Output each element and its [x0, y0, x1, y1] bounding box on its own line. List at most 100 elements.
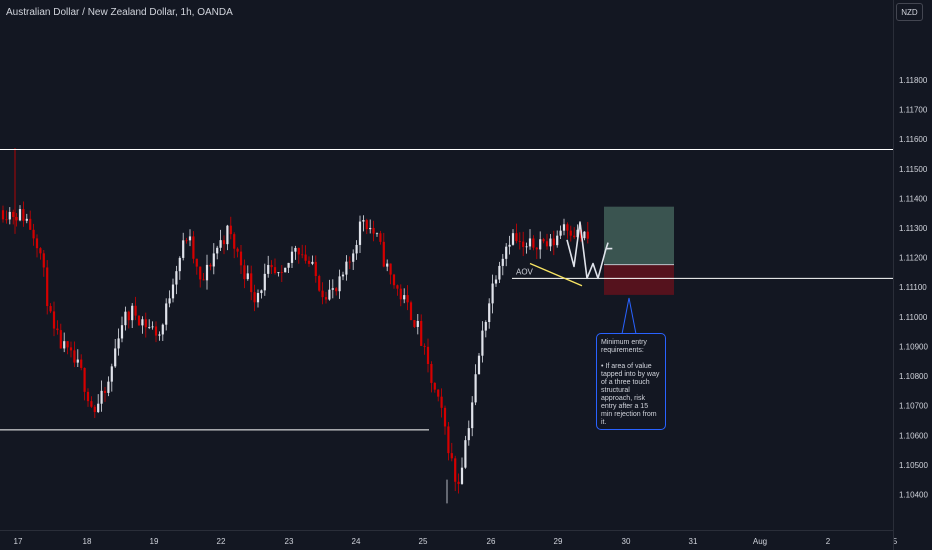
candle-body: [304, 254, 307, 261]
candle-body: [209, 264, 212, 267]
candle-body: [107, 381, 110, 393]
candle-body: [212, 253, 215, 267]
target-zone: [604, 206, 674, 265]
candle-body: [182, 240, 185, 258]
candle-body: [239, 251, 243, 266]
candle-body: [471, 402, 474, 429]
currency-button[interactable]: NZD: [896, 3, 923, 21]
candle-body: [301, 254, 304, 256]
candle-body: [171, 284, 175, 299]
price-tick-label: 1.11000: [899, 313, 928, 322]
price-tick-label: 1.11100: [899, 283, 927, 292]
candle-body: [1, 210, 5, 220]
candle-body: [556, 235, 559, 246]
candle-body: [321, 290, 324, 298]
price-tick-label: 1.10900: [899, 342, 928, 351]
candle-body: [35, 238, 39, 249]
candle-body: [56, 328, 59, 331]
candle-body: [294, 247, 297, 252]
candle-body: [280, 272, 283, 273]
candle-body: [389, 263, 392, 275]
candle-body: [386, 263, 389, 267]
price-tick-label: 1.11400: [899, 194, 928, 203]
candle-body: [134, 305, 137, 316]
time-tick-label: 5: [893, 537, 898, 546]
candle-body: [32, 229, 35, 239]
candle-body: [63, 341, 66, 349]
price-axis-divider: [893, 0, 894, 550]
candle-body: [287, 262, 290, 268]
candle-body: [100, 390, 103, 404]
candle-body: [314, 261, 317, 277]
candle-body: [205, 264, 209, 281]
candle-body: [42, 253, 45, 268]
candle-body: [498, 265, 501, 280]
candle-body: [355, 244, 358, 254]
candle-body: [481, 330, 484, 356]
candle-body: [372, 227, 375, 234]
time-tick-label: 31: [689, 537, 698, 546]
candle-body: [52, 311, 56, 329]
candle-body: [426, 346, 430, 365]
candle-body: [532, 238, 535, 248]
candle-body: [494, 279, 498, 284]
trendline: [529, 262, 583, 287]
projection-path: [566, 221, 607, 280]
price-tick-label: 1.11200: [899, 254, 928, 263]
entry-note-spacer: [601, 355, 661, 363]
price-tick-label: 1.10600: [899, 431, 928, 440]
candle-body: [586, 231, 589, 239]
time-tick-label: 22: [217, 537, 226, 546]
candle-body: [103, 390, 107, 393]
entry-note-body: • If area of value tapped into by way of…: [601, 363, 660, 426]
candle-body: [392, 274, 396, 286]
candle-body: [86, 391, 90, 402]
entry-note[interactable]: Minimum entry requirements: • If area of…: [596, 333, 666, 430]
candle-body: [535, 247, 538, 250]
candle-body: [525, 246, 528, 248]
candle-body: [5, 219, 8, 221]
candle-body: [29, 218, 32, 230]
candle-body: [110, 366, 113, 382]
candle-body: [518, 241, 521, 242]
candle-body: [311, 261, 314, 264]
candle-body: [117, 338, 120, 349]
note-pointer-tail: [621, 297, 637, 335]
candle-body: [440, 396, 443, 408]
candle-body: [403, 295, 406, 300]
price-tick-label: 1.10500: [899, 461, 928, 470]
candle-body: [185, 240, 188, 242]
levels: AOV: [0, 149, 893, 431]
price-tick-label: 1.10400: [899, 490, 928, 499]
candle-body: [22, 209, 25, 221]
price-tick-label: 1.10700: [899, 402, 928, 411]
candle-body: [80, 359, 83, 368]
candle-body: [491, 283, 494, 304]
candle-body: [243, 265, 246, 280]
candle-body: [83, 367, 86, 392]
candle-body: [141, 319, 144, 326]
candle-body: [15, 216, 18, 221]
price-tick-label: 1.10800: [899, 372, 928, 381]
candle-body: [423, 345, 426, 347]
candle-body: [488, 303, 491, 323]
price-axis-labels: 1.11800 1.11700 1.11600 1.11500 1.11400 1.113…: [899, 76, 928, 500]
candle-body: [216, 247, 219, 254]
candle-body: [270, 265, 273, 268]
candle-body: [545, 241, 549, 247]
candle-body: [399, 288, 402, 300]
price-tick-label: 1.11800: [899, 76, 928, 85]
candle-body: [97, 403, 100, 413]
candle-body: [158, 334, 161, 336]
candle-body: [559, 230, 562, 236]
candle-body: [148, 327, 151, 328]
candle-body: [464, 440, 467, 468]
candle-body: [256, 293, 260, 303]
candle-body: [318, 276, 321, 291]
candle-body: [127, 311, 130, 321]
candle-body: [335, 288, 338, 292]
entry-note-heading: Minimum entry requirements:: [601, 339, 647, 354]
candle-body: [131, 305, 134, 321]
candle-body: [331, 288, 334, 290]
